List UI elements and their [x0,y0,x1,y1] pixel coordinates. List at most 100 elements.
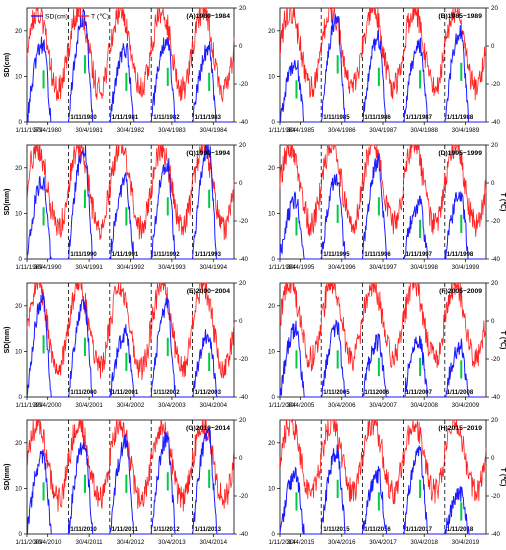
y-tick-label: 10 [15,210,22,217]
event-label: 1/11/2017 [406,527,433,533]
x-tick-label: 30/4/2001 [75,402,103,409]
y2-tick-label: 0 [491,180,495,187]
x-tick-label: 30/4/2003 [158,402,186,409]
x-tick-label: 30/4/2019 [452,539,480,546]
plot-frame [279,7,487,123]
x-tick-label: 30/4/2005 [287,402,315,409]
y2-tick-label: -20 [239,356,249,363]
y-tick-label: 0 [19,119,23,126]
panel-5: 1/11/2000 1/11/2001 1/11/2002 1/11/2003 0 10 2… [4,280,249,409]
temperature-series [26,419,235,512]
event-label: 1/11/2002 [153,390,180,396]
y2-tick-label: -40 [239,256,249,263]
y-tick-label: 10 [268,485,275,492]
plot-frame [279,282,487,398]
y2-tick-label: 0 [491,455,495,462]
y2-tick-label: 0 [239,43,243,50]
snow-depth-series [280,13,486,123]
event-label: 1/11/1996 [364,252,391,258]
x-tick-label: 30/4/1985 [287,127,315,134]
y2-tick-label: -20 [239,218,249,225]
y2-tick-label: -20 [491,81,501,88]
y2-tick-label: 20 [239,417,246,424]
temperature-series [279,144,487,237]
temperature-series [279,282,487,372]
y-tick-label: 0 [19,394,23,401]
event-label: 1/11/2012 [153,527,180,533]
y-tick-label: 20 [268,303,275,310]
x-tick-label: 1/11/2014 [268,539,296,546]
y2-tick-label: -40 [491,394,501,401]
y-tick-label: 0 [272,256,276,263]
event-label: 1/11/1987 [406,115,433,121]
x-tick-label: 30/4/2010 [34,539,62,546]
x-tick-label: 30/4/2002 [117,402,145,409]
x-tick-label: 30/4/1999 [452,264,480,271]
panel-3: 1/11/1990 1/11/1991 1/11/1992 1/11/1993 0 10 2… [4,142,249,271]
y2-tick-label: -20 [239,493,249,500]
x-tick-label: 30/4/1984 [200,127,228,134]
y-tick-label: 20 [15,28,22,35]
y-tick-label: 10 [268,73,275,80]
y2-tick-label: -40 [239,531,249,538]
y-tick-label: 20 [15,303,22,310]
y2-axis-title: T (℃) [499,468,506,487]
y2-tick-label: -40 [239,394,249,401]
y-tick-label: 20 [15,165,22,172]
plot-frame [26,419,235,535]
panel-4: 1/11/1995 1/11/1996 1/11/1997 1/11/1998 0 10 2… [268,142,506,271]
y2-tick-label: -20 [491,493,501,500]
y-tick-label: 0 [272,394,276,401]
legend-sd-label: SD(cm) [45,14,68,21]
snow-depth-series [279,319,486,398]
event-label: 1/11/2005 [323,390,350,396]
event-label: 1/11/1991 [112,252,139,258]
x-tick-label: 1/11/1994 [268,264,296,271]
panel-1: 1/11/1980 1/11/1981 1/11/1982 1/11/1983 0 10 2… [4,5,249,134]
y2-tick-label: 20 [491,5,498,12]
x-tick-label: 30/4/2016 [328,539,356,546]
x-tick-label: 30/4/1988 [410,127,438,134]
y2-tick-label: 0 [239,180,243,187]
event-label: 1/11/1993 [195,252,222,258]
legend-t-label: T (℃) [91,14,109,21]
x-tick-label: 30/4/1982 [117,127,145,134]
panel-title: (H)2015~2019 [438,425,482,432]
x-tick-label: 1/11/1999 [15,402,43,409]
x-tick-label: 1/11/1989 [15,264,43,271]
x-tick-label: 30/4/2006 [328,402,356,409]
event-label: 1/11/2013 [195,527,222,533]
event-label: 1/11/2010 [70,527,97,533]
temperature-series [26,282,235,381]
legend: SD(cm) T (℃) [31,14,109,21]
temperature-series [279,6,487,101]
event-label: 1/11/1997 [406,252,433,258]
event-label: 1/11/1988 [447,115,474,121]
event-label: 1/11/1983 [195,115,222,121]
x-tick-label: 1/11/1984 [268,127,296,134]
event-label: 1/11/1998 [447,252,474,258]
y2-tick-label: 20 [491,417,498,424]
x-tick-label: 30/4/2008 [410,402,438,409]
y2-tick-label: 20 [491,280,498,287]
y2-tick-label: -40 [491,119,501,126]
temperature-series [26,7,235,102]
y-tick-label: 20 [15,440,22,447]
x-tick-label: 30/4/1992 [117,264,145,271]
y-tick-label: 20 [268,165,275,172]
panel-7: 1/11/2010 1/11/2011 1/11/2012 1/11/2013 0 10 2… [4,417,249,546]
x-tick-label: 30/4/2014 [200,539,228,546]
y-tick-label: 0 [19,256,23,263]
x-tick-label: 30/4/2000 [34,402,62,409]
x-tick-label: 30/4/2015 [287,539,315,546]
event-label: 1/11/1990 [70,252,97,258]
y2-axis-title: T (℃) [499,331,506,350]
event-label: 1/11/2011 [112,527,139,533]
event-label: 1/11/2003 [195,390,222,396]
snow-depth-series [26,292,234,398]
y-tick-label: 10 [268,348,275,355]
y2-axis-title: T (℃) [499,193,506,212]
snow-depth-series [27,427,234,535]
y2-tick-label: 0 [239,318,243,325]
